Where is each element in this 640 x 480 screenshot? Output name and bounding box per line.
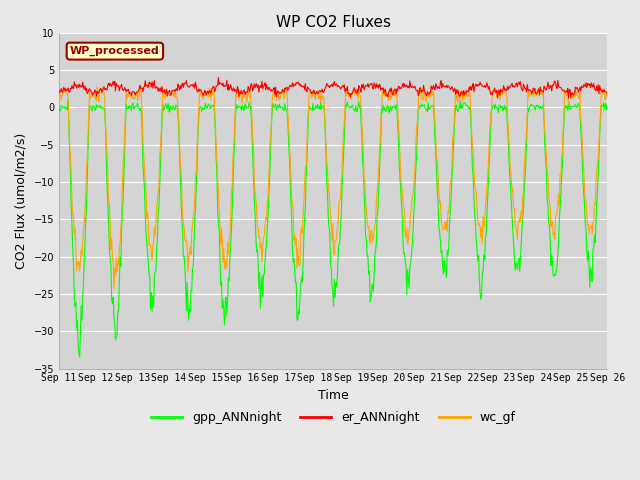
Title: WP CO2 Fluxes: WP CO2 Fluxes: [276, 15, 390, 30]
X-axis label: Time: Time: [318, 389, 349, 402]
Legend: gpp_ANNnight, er_ANNnight, wc_gf: gpp_ANNnight, er_ANNnight, wc_gf: [146, 407, 521, 430]
Y-axis label: CO2 Flux (umol/m2/s): CO2 Flux (umol/m2/s): [15, 132, 28, 269]
Text: WP_processed: WP_processed: [70, 46, 160, 56]
